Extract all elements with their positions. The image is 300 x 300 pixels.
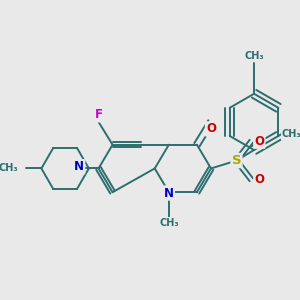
Text: CH₃: CH₃ xyxy=(244,51,264,61)
Text: N: N xyxy=(74,160,84,173)
Text: CH₃: CH₃ xyxy=(159,218,178,228)
Text: CH₃: CH₃ xyxy=(0,164,19,173)
Text: O: O xyxy=(254,173,264,186)
Text: CH₃: CH₃ xyxy=(282,129,300,140)
Text: O: O xyxy=(206,122,216,135)
Text: F: F xyxy=(94,108,103,121)
Text: N: N xyxy=(164,187,174,200)
Text: S: S xyxy=(232,154,241,167)
Text: O: O xyxy=(254,135,264,148)
